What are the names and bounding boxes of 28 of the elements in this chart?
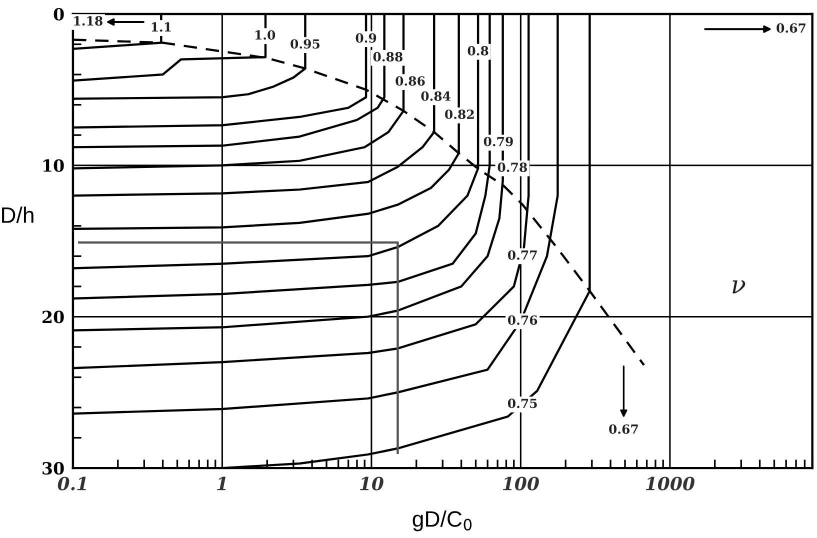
annotation: 0.67 [609,424,638,434]
y-tick-label: 30 [42,462,64,475]
annotation: 0.84 [421,91,451,101]
y-axis-title: D/h [2,206,34,224]
annotation: 0.95 [290,39,320,49]
annotation: 0.75 [508,398,537,408]
annotation: 0.77 [508,250,537,260]
annotation: 0.8 [468,46,488,56]
annotation: 1.1 [152,22,171,32]
x-tick-label: 0.1 [58,476,86,490]
y-tick-label: 20 [42,310,64,324]
annotation: 1.0 [255,30,276,40]
y-tick-label: 0 [54,8,64,21]
annotation: 0.79 [484,136,513,146]
annotation: 0.67 [776,23,806,33]
x-tick-label: 10 [360,476,384,490]
annotation: 0.86 [396,76,425,86]
annotation: 0.9 [356,33,376,43]
x-tick-label: 1000 [646,476,694,490]
annotation: 0.82 [445,110,474,120]
x-tick-label: 100 [503,476,539,490]
annotation: 0.88 [373,52,402,62]
x-axis-title: gD/C$_{0}$ [412,510,472,532]
annotation: ν [732,280,746,294]
x-tick-label: 1 [217,476,226,490]
annotation: 1.18 [74,16,102,26]
annotation: 0.78 [498,162,527,172]
y-tick-label: 10 [43,159,64,172]
